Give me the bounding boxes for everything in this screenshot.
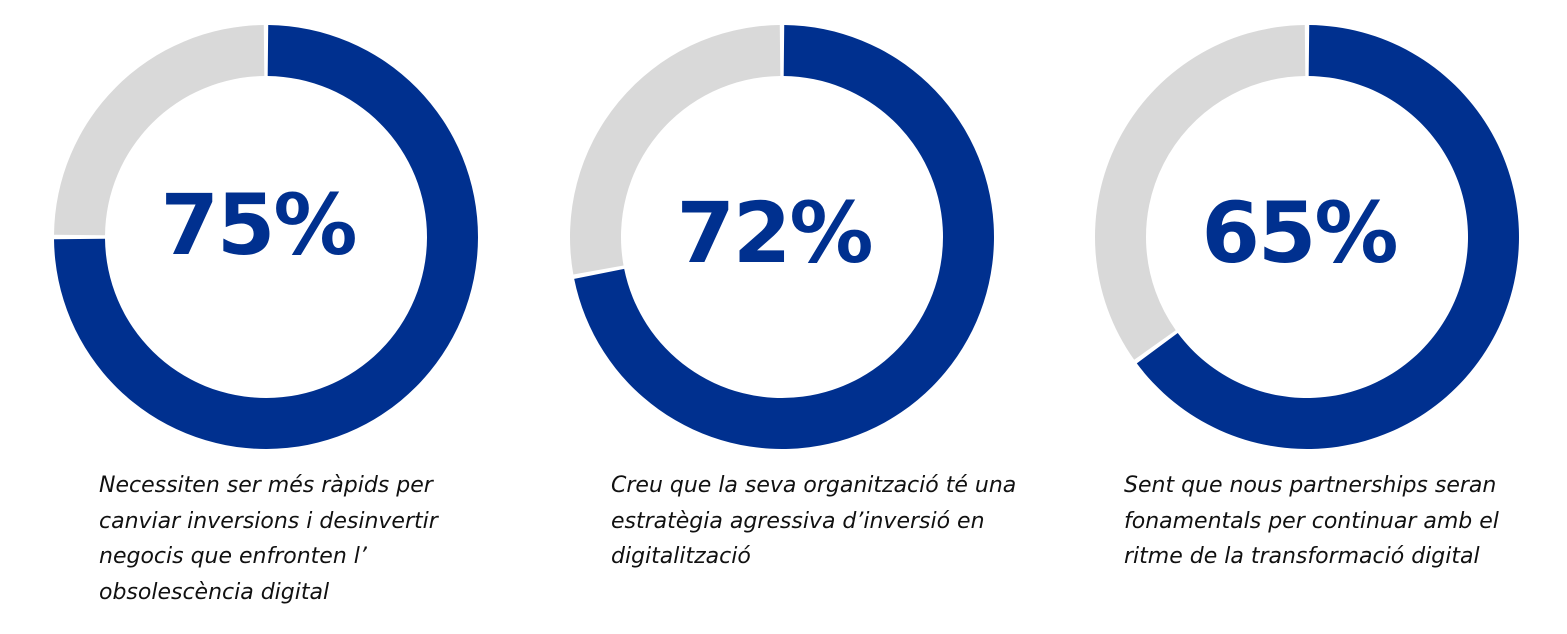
donut-1-remainder-arc [54, 25, 265, 236]
donut-chart-1: 75% [54, 25, 478, 449]
donut-3-caption: Sent que nous partnerships seran fonamen… [1124, 473, 1499, 569]
donut-2-caption: Creu que la seva organització té una est… [611, 473, 1017, 569]
donut-2-percent-label: 72% [676, 184, 871, 282]
donut-chart-3: 65% [1094, 25, 1519, 449]
donut-chart-2: 72% [569, 25, 994, 449]
donut-1-caption: Necessiten ser més ràpids per canviar in… [99, 473, 438, 605]
donut-1-percent-label: 75% [160, 176, 355, 274]
donut-3-remainder-arc [1094, 25, 1306, 360]
donut-2-remainder-arc [569, 25, 781, 275]
donut-3-percent-label: 65% [1201, 184, 1396, 282]
